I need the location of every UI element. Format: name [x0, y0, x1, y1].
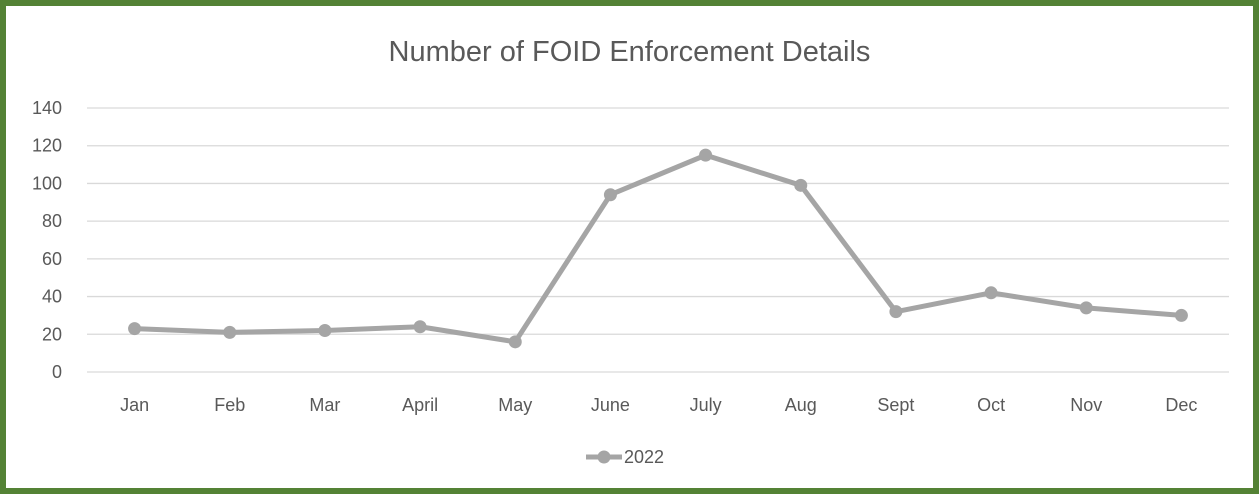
legend-label: 2022 [624, 447, 664, 467]
x-tick-label: Oct [977, 395, 1005, 415]
y-axis-ticks: 0 20 40 60 80 100 120 140 [32, 98, 62, 382]
x-tick-label: Sept [877, 395, 914, 415]
x-tick-label: Nov [1070, 395, 1102, 415]
data-point [413, 320, 427, 334]
x-tick-label: Dec [1165, 395, 1197, 415]
y-tick-label: 0 [52, 362, 62, 382]
y-tick-label: 120 [32, 136, 62, 156]
data-point [1174, 308, 1188, 322]
data-point [794, 178, 808, 192]
x-tick-label: July [690, 395, 722, 415]
data-point [128, 322, 142, 336]
x-tick-label: Jan [120, 395, 149, 415]
data-point [508, 335, 522, 349]
y-tick-label: 40 [42, 287, 62, 307]
y-tick-label: 140 [32, 98, 62, 118]
y-tick-label: 80 [42, 211, 62, 231]
data-point [1079, 301, 1093, 315]
legend: 2022 [586, 447, 664, 467]
data-point [889, 305, 903, 319]
y-tick-label: 100 [32, 173, 62, 193]
chart-title: Number of FOID Enforcement Details [388, 36, 871, 68]
y-tick-label: 20 [42, 324, 62, 344]
data-point [984, 286, 998, 300]
x-tick-label: Mar [309, 395, 340, 415]
x-tick-label: May [498, 395, 532, 415]
legend-marker [597, 450, 611, 464]
data-point [603, 188, 617, 202]
x-tick-label: June [591, 395, 630, 415]
x-axis-ticks: Jan Feb Mar April May June July Aug Sept Oct Nov De… [120, 395, 1197, 415]
data-point [223, 325, 237, 339]
x-tick-label: Aug [785, 395, 817, 415]
data-point [318, 324, 332, 338]
x-tick-label: April [402, 395, 438, 415]
gridlines [87, 107, 1229, 373]
series-group [128, 148, 1188, 349]
series-line [132, 152, 1184, 345]
data-point [699, 148, 713, 162]
x-tick-label: Feb [214, 395, 245, 415]
y-tick-label: 60 [42, 249, 62, 269]
